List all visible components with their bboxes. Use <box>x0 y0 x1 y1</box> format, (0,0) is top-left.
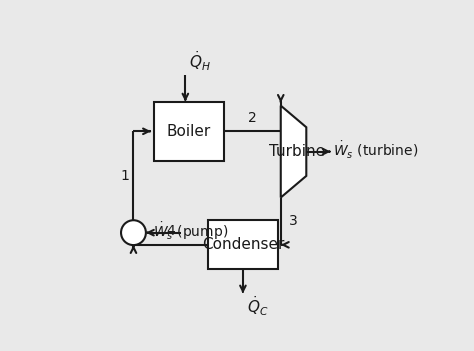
Text: Boiler: Boiler <box>167 124 211 139</box>
Text: Turbine: Turbine <box>269 144 325 159</box>
Text: 2: 2 <box>248 111 257 125</box>
Text: 1: 1 <box>121 169 130 183</box>
Bar <box>154 101 224 161</box>
Text: $\dot{W}_s$ (turbine): $\dot{W}_s$ (turbine) <box>333 140 419 161</box>
Text: 4: 4 <box>166 224 175 238</box>
Text: $\dot{W}_s$ (pump): $\dot{W}_s$ (pump) <box>153 220 228 242</box>
Bar <box>208 220 278 269</box>
Text: 3: 3 <box>289 214 298 228</box>
Text: $\dot{Q}_H$: $\dot{Q}_H$ <box>190 49 211 73</box>
Polygon shape <box>281 106 306 198</box>
Circle shape <box>121 220 146 245</box>
Text: $\dot{Q}_C$: $\dot{Q}_C$ <box>247 295 269 318</box>
Text: Condenser: Condenser <box>202 237 284 252</box>
